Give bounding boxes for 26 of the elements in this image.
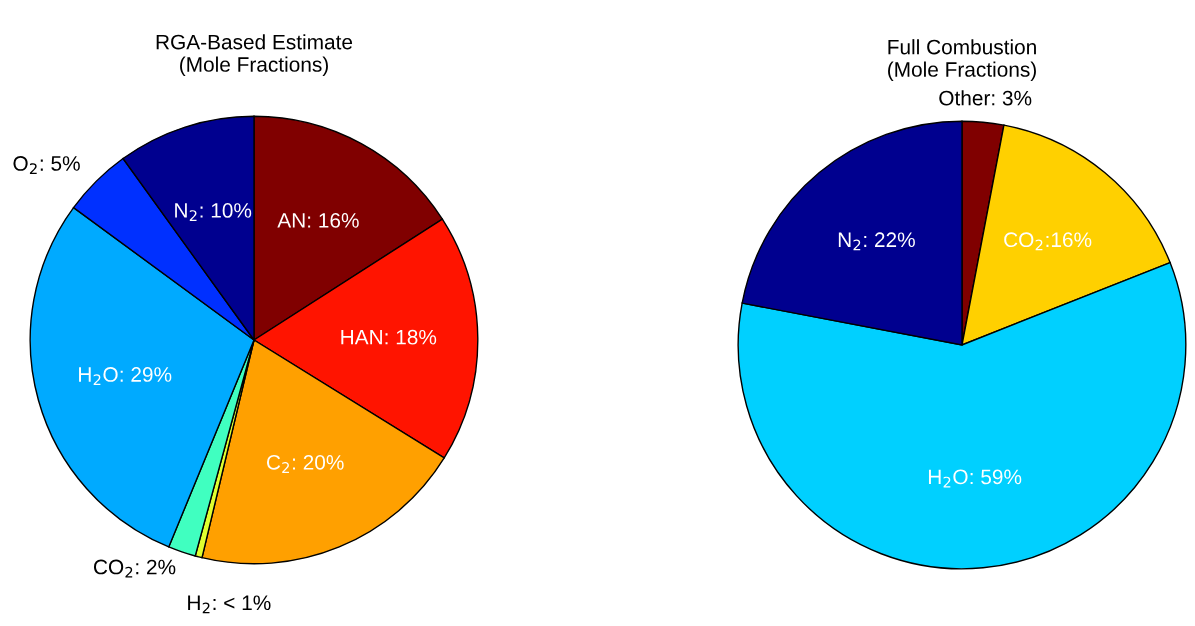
slice-label: N$_{2}$ [838, 232, 861, 251]
slice-label: H$_{2}$O [79, 367, 118, 386]
slice-label: CO$_{2}$ [93, 559, 133, 578]
slice-label: O$_{2}$ [13, 156, 37, 175]
data-label: : 5% [40, 156, 80, 171]
chart-title: RGA-Based Estimate (Mole Fractions) [156, 34, 353, 76]
data-label: : 10% [200, 203, 252, 218]
data-label: : 22% [864, 232, 915, 248]
data-label: :16% [1046, 232, 1092, 248]
slice-label: CO$_{2}$ [1004, 232, 1043, 251]
slice-label: H$_{2}$ [188, 595, 210, 614]
slice-label: H$_{2}$O [928, 469, 968, 488]
chart-title: Full Combustion (Mole Fractions) [888, 39, 1036, 81]
slice-label: Other [939, 90, 991, 106]
slice-label: C$_{2}$ [266, 454, 289, 473]
data-label: : 3% [992, 90, 1032, 106]
data-label: : 16% [308, 213, 359, 228]
data-label: : 29% [120, 367, 172, 382]
data-label: : 18% [385, 329, 437, 345]
data-label: : 59% [970, 469, 1022, 485]
slice-label: AN [277, 213, 305, 228]
data-label: : < 1% [213, 595, 271, 611]
data-label: : 2% [136, 559, 176, 575]
slice-label: N$_{2}$ [175, 203, 197, 221]
slice-label: HAN [341, 330, 382, 345]
data-label: : 20% [293, 455, 344, 470]
